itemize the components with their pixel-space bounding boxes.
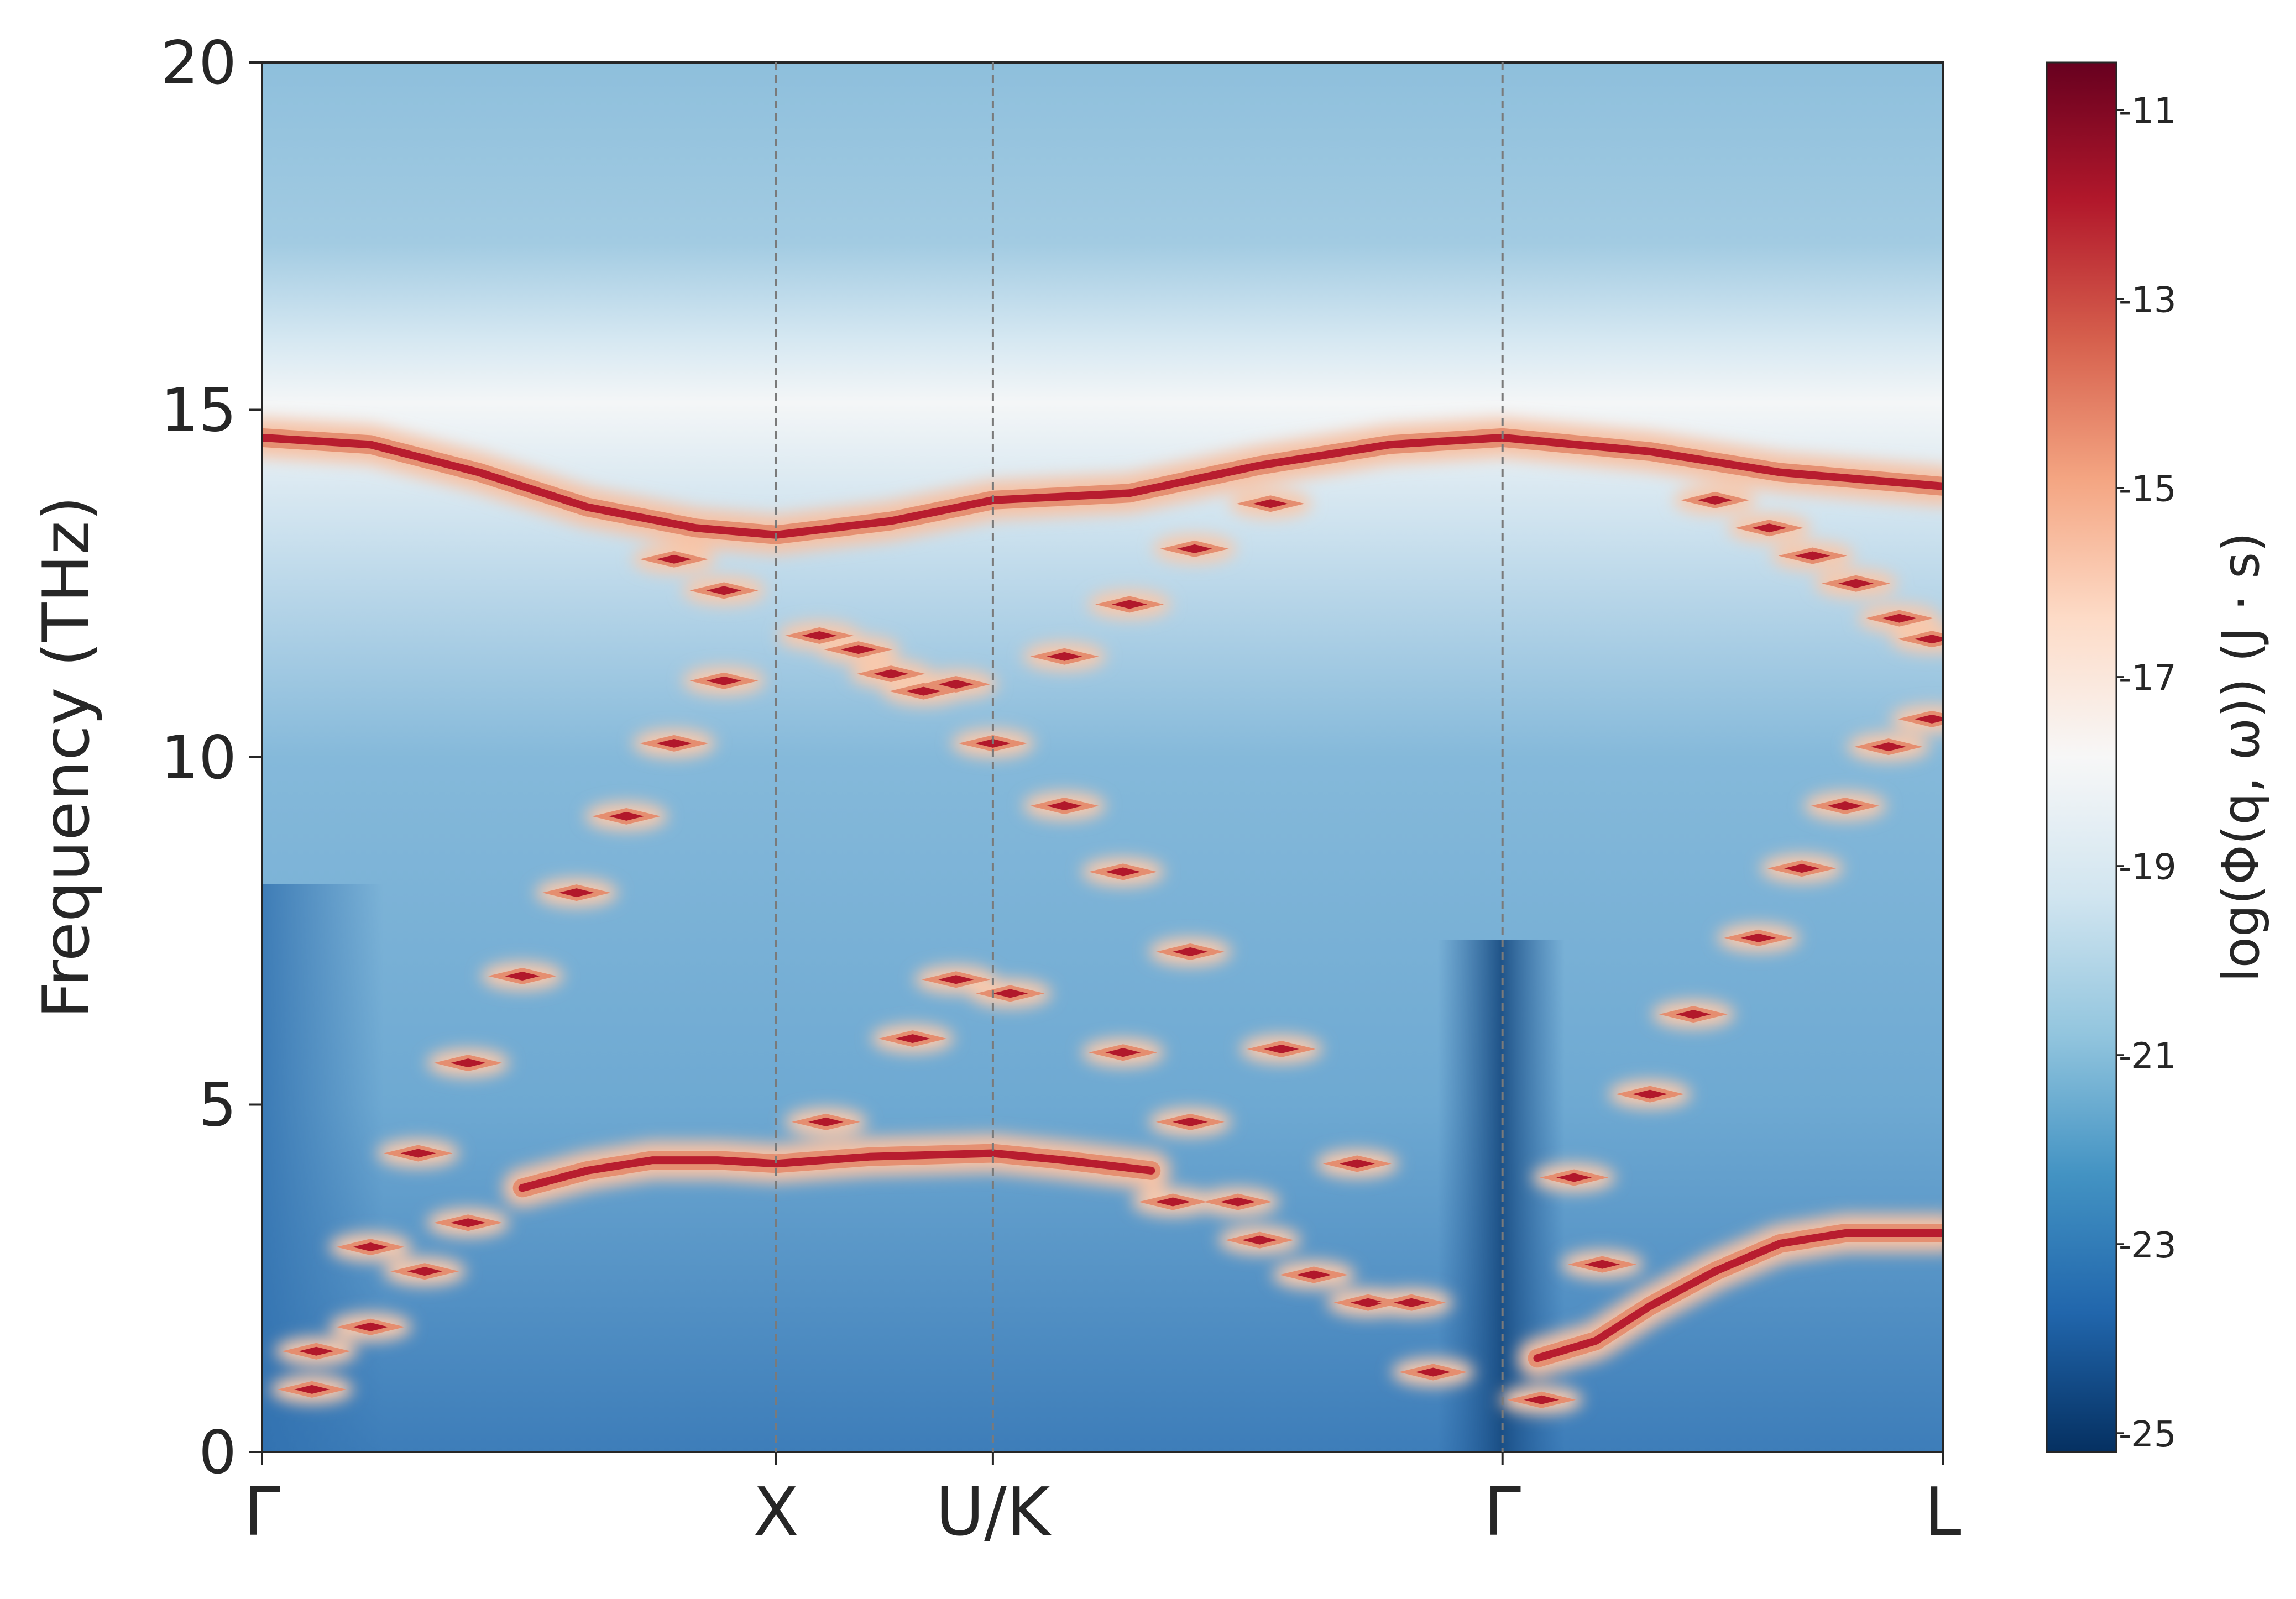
spectral-point — [656, 554, 692, 564]
spectral-point — [1350, 1298, 1386, 1307]
colorbar-ticks: -11 -13 -15 -17 -19 -21 -23 -25 — [2116, 91, 2177, 1455]
x-tick-label: U/K — [935, 1474, 1052, 1551]
y-tick-label: 10 — [161, 724, 237, 793]
spectral-point — [299, 1346, 334, 1356]
y-tick-label: 20 — [161, 29, 237, 98]
spectral-point — [1556, 1173, 1592, 1182]
spectral-point — [1253, 499, 1288, 508]
spectral-point — [840, 645, 876, 654]
spectral-point — [938, 975, 974, 984]
spectral-point — [1220, 1197, 1256, 1207]
spectral-point — [1881, 614, 1917, 623]
spectral-point — [656, 738, 692, 748]
spectral-point — [1339, 1159, 1375, 1168]
spectral-point — [706, 586, 742, 595]
colorbar-label: log(Φ(q, ω)) (J · s) — [2211, 532, 2271, 982]
spectral-point — [1784, 864, 1820, 873]
spectral-point — [1105, 867, 1141, 877]
spectral-point — [1155, 1197, 1191, 1207]
spectral-point — [407, 1267, 443, 1276]
y-tick-label: 15 — [161, 376, 237, 445]
spectral-point — [1584, 1260, 1620, 1269]
y-tick-label: 0 — [198, 1418, 237, 1487]
spectral-point — [504, 971, 540, 981]
spectral-point — [1675, 1010, 1711, 1019]
spectral-point — [450, 1058, 486, 1068]
spectral-point — [1296, 1270, 1332, 1280]
spectral-point — [1047, 801, 1082, 810]
colorbar-tick-label: -17 — [2119, 658, 2177, 699]
spectral-point — [938, 680, 974, 689]
colorbar-tick-label: -13 — [2119, 280, 2177, 321]
spectral-point — [1697, 495, 1733, 505]
spectral-point — [1263, 1044, 1299, 1053]
spectral-point — [992, 989, 1028, 998]
spectral-point — [895, 1034, 930, 1044]
spectral-point — [1838, 579, 1874, 588]
spectral-point — [1914, 635, 1943, 644]
spectral-point — [808, 1117, 844, 1126]
colorbar-tick-label: -23 — [2119, 1225, 2177, 1266]
spectral-point — [802, 631, 838, 641]
x-axis: Γ X U/K Γ L — [244, 1452, 1962, 1551]
x-tick-label: X — [754, 1474, 799, 1551]
spectral-point — [1172, 947, 1208, 956]
x-tick-label: L — [1924, 1474, 1962, 1551]
spectral-point — [1795, 551, 1830, 560]
spectral-point — [1172, 1117, 1208, 1126]
x-tick-label: Γ — [1484, 1474, 1521, 1551]
colorbar-tick-label: -15 — [2119, 469, 2177, 510]
spectral-point — [353, 1242, 389, 1252]
spectral-point — [1524, 1395, 1560, 1404]
spectral-point — [906, 686, 942, 696]
heatmap-background — [262, 62, 1943, 1452]
spectral-point — [1393, 1298, 1429, 1307]
spectral-point — [1914, 714, 1943, 724]
spectral-point — [1112, 600, 1148, 609]
colorbar-tick-label: -21 — [2119, 1036, 2177, 1077]
colorbar-tick-label: -25 — [2119, 1414, 2177, 1455]
high-symmetry-lines — [775, 62, 1504, 1452]
spectral-point — [1870, 742, 1906, 752]
spectral-point — [873, 669, 909, 679]
colorbar-tick-label: -19 — [2119, 847, 2177, 888]
spectral-point — [353, 1322, 389, 1331]
spectral-point — [294, 1385, 330, 1394]
colorbar — [2046, 61, 2117, 1453]
spectral-point — [1740, 933, 1776, 942]
spectral-point — [400, 1149, 436, 1158]
spectral-point — [1105, 1048, 1141, 1057]
spectral-point — [1242, 1235, 1278, 1245]
spectral-point — [1632, 1089, 1668, 1099]
y-axis: 0 5 10 15 20 — [161, 29, 262, 1487]
band-line — [518, 1149, 1155, 1192]
spectral-point — [706, 676, 742, 685]
band-line — [1533, 1229, 1943, 1362]
x-tick-label: Γ — [244, 1474, 281, 1551]
spectral-point — [1176, 544, 1212, 553]
spectral-point — [450, 1218, 486, 1228]
colorbar-tick-label: -11 — [2119, 91, 2177, 132]
spectral-point — [608, 811, 644, 821]
spectral-point — [558, 888, 594, 898]
spectral-point — [1827, 801, 1863, 810]
y-tick-label: 5 — [198, 1071, 237, 1140]
spectral-point — [1751, 523, 1787, 533]
spectral-point — [1415, 1367, 1451, 1377]
y-axis-label: Frequency (THz) — [29, 496, 104, 1019]
spectral-point — [1047, 652, 1082, 661]
